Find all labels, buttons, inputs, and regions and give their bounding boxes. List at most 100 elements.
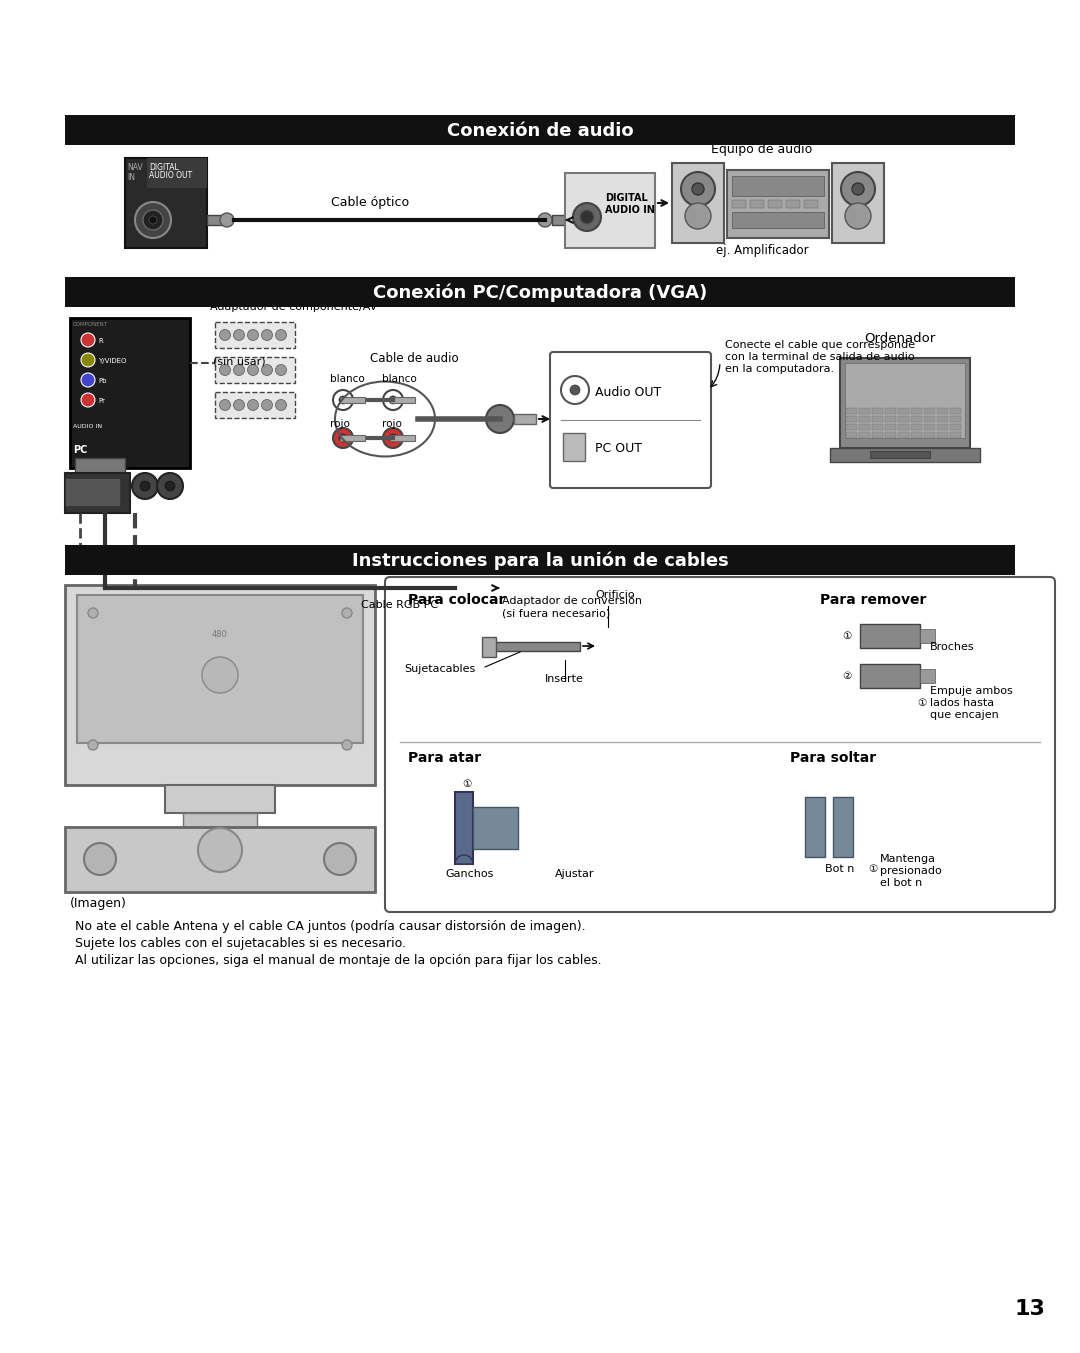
Bar <box>77 595 363 743</box>
Bar <box>832 162 885 244</box>
Text: (sin usar): (sin usar) <box>213 356 266 367</box>
Bar <box>859 415 870 422</box>
Bar <box>897 409 909 414</box>
Bar <box>846 415 858 422</box>
Circle shape <box>342 740 352 750</box>
Bar <box>70 318 190 468</box>
Circle shape <box>233 364 244 376</box>
Bar <box>65 478 120 506</box>
Text: Mantenga: Mantenga <box>880 854 936 865</box>
Circle shape <box>681 172 715 206</box>
Circle shape <box>692 183 704 195</box>
Bar <box>732 176 824 196</box>
Text: ①: ① <box>868 865 877 874</box>
Circle shape <box>247 399 258 410</box>
Bar <box>750 200 764 208</box>
Circle shape <box>81 392 95 407</box>
Bar <box>950 432 961 438</box>
Text: PC OUT: PC OUT <box>595 442 642 456</box>
Bar <box>950 409 961 414</box>
Text: (Imagen): (Imagen) <box>70 897 126 911</box>
Text: Para soltar: Para soltar <box>789 751 876 764</box>
Circle shape <box>339 396 347 405</box>
Bar <box>920 629 935 643</box>
Bar <box>768 200 782 208</box>
Circle shape <box>84 843 116 875</box>
Circle shape <box>247 330 258 341</box>
Bar <box>727 170 829 238</box>
Text: Adaptador de componente/AV: Adaptador de componente/AV <box>210 302 377 313</box>
Bar <box>831 448 980 461</box>
Text: ②: ② <box>842 671 851 681</box>
Bar <box>845 363 966 438</box>
Bar <box>937 432 948 438</box>
Bar <box>390 436 415 441</box>
Circle shape <box>87 740 98 750</box>
Bar <box>897 423 909 430</box>
Text: Para atar: Para atar <box>408 751 481 764</box>
Circle shape <box>685 203 711 229</box>
Bar <box>514 414 536 423</box>
Circle shape <box>486 405 514 433</box>
Text: 13: 13 <box>1014 1299 1045 1319</box>
Bar <box>924 409 935 414</box>
Circle shape <box>140 482 150 491</box>
Text: el bot n: el bot n <box>880 878 922 888</box>
Bar <box>897 432 909 438</box>
Bar <box>840 359 970 448</box>
Bar <box>786 200 800 208</box>
Bar <box>860 624 920 648</box>
Text: Empuje ambos: Empuje ambos <box>930 686 1013 695</box>
Bar <box>455 578 495 598</box>
Text: PC: PC <box>73 445 87 455</box>
Text: rojo: rojo <box>382 419 402 429</box>
Circle shape <box>143 210 163 230</box>
Circle shape <box>275 330 286 341</box>
Circle shape <box>261 330 272 341</box>
Circle shape <box>81 373 95 387</box>
Circle shape <box>81 333 95 346</box>
Circle shape <box>389 434 397 442</box>
Bar <box>846 432 858 438</box>
Circle shape <box>198 828 242 871</box>
Circle shape <box>275 399 286 410</box>
Bar <box>65 474 130 513</box>
Bar <box>672 162 724 244</box>
Bar <box>885 409 896 414</box>
Bar <box>859 432 870 438</box>
Bar <box>885 415 896 422</box>
Bar <box>912 409 922 414</box>
Text: ①: ① <box>917 698 927 708</box>
Bar <box>805 797 825 856</box>
Bar <box>860 664 920 687</box>
Bar <box>872 432 883 438</box>
Bar <box>125 158 207 248</box>
Text: Ganchos: Ganchos <box>445 869 494 879</box>
Text: (si fuera necesario): (si fuera necesario) <box>502 607 610 618</box>
Circle shape <box>561 376 589 405</box>
Circle shape <box>165 482 175 491</box>
Circle shape <box>149 216 157 225</box>
Bar <box>950 415 961 422</box>
Text: blanco: blanco <box>330 373 365 384</box>
Bar <box>870 451 930 459</box>
Text: Para colocar: Para colocar <box>408 593 505 607</box>
Text: lados hasta: lados hasta <box>930 698 994 708</box>
Bar <box>340 396 365 403</box>
Text: AUDIO IN: AUDIO IN <box>605 206 654 215</box>
Text: en la computadora.: en la computadora. <box>725 364 834 373</box>
Circle shape <box>135 202 171 238</box>
Text: Conexión de audio: Conexión de audio <box>447 122 633 139</box>
Circle shape <box>219 330 230 341</box>
Bar <box>937 415 948 422</box>
Bar <box>872 415 883 422</box>
Circle shape <box>220 212 234 227</box>
Bar <box>340 436 365 441</box>
Circle shape <box>339 434 347 442</box>
Bar <box>937 423 948 430</box>
Text: Bot n: Bot n <box>825 865 854 874</box>
Bar <box>165 785 275 813</box>
Bar <box>732 200 746 208</box>
Text: Broches: Broches <box>930 643 974 652</box>
Text: Equipo de audio: Equipo de audio <box>712 143 812 156</box>
